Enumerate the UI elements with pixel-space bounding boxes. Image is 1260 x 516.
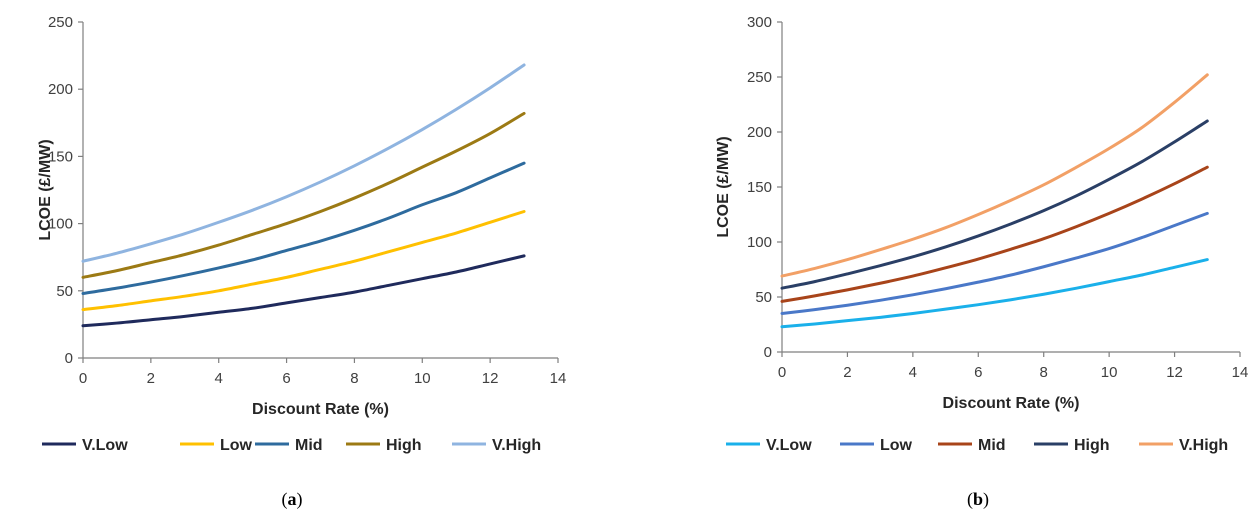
- chart-panel-b: 0 50 100 150 200 250 300 0 2 4 6 8 10 12 14 Discount Ra…: [715, 14, 1248, 510]
- y-tick-label: 200: [747, 124, 772, 141]
- legend-label-high: High: [1074, 437, 1110, 454]
- legend-label-high: High: [386, 437, 422, 454]
- series-line-low: [780, 211, 1209, 315]
- legend-label-v-low: V.Low: [766, 437, 812, 454]
- x-tick-label: 10: [414, 370, 431, 387]
- series-line-v-low: [780, 258, 1209, 329]
- legend-label-mid: Mid: [295, 437, 323, 454]
- y-tick-label: 0: [764, 344, 772, 361]
- y-tick-label: 150: [747, 179, 772, 196]
- x-tick-label: 2: [843, 364, 851, 381]
- legend-label-mid: Mid: [978, 437, 1006, 454]
- x-tick-label: 0: [778, 364, 786, 381]
- legend-label-low: Low: [880, 437, 913, 454]
- legend-label-v-high: V.High: [1179, 437, 1228, 454]
- panel-label: (b): [967, 489, 989, 510]
- y-tick-label: 200: [48, 81, 73, 98]
- y-tick-label: 0: [65, 350, 73, 367]
- y-axis-title: LCOE (£/MW): [715, 136, 732, 237]
- y-tick-label: 100: [747, 234, 772, 251]
- x-tick-label: 4: [909, 364, 917, 381]
- y-tick-label: 250: [48, 14, 73, 31]
- series-line-v-low: [81, 254, 526, 328]
- panel-label-close-paren: ): [297, 489, 303, 510]
- x-tick-label: 12: [1166, 364, 1183, 381]
- series-line-mid: [780, 165, 1209, 303]
- y-tick-label: 250: [747, 69, 772, 86]
- x-tick-label: 12: [482, 370, 499, 387]
- series-line-high: [780, 119, 1209, 290]
- x-tick-label: 6: [974, 364, 982, 381]
- y-tick-label: 50: [56, 283, 73, 300]
- panel-label-open-paren: (: [282, 489, 288, 510]
- series-line-low: [81, 210, 526, 312]
- y-axis-title: LCOE (£/MW): [37, 139, 54, 240]
- x-tick-label: 14: [550, 370, 567, 387]
- series-line-mid: [81, 161, 526, 295]
- x-tick-label: 8: [350, 370, 358, 387]
- x-tick-label: 10: [1101, 364, 1118, 381]
- panel-label-letter: a: [288, 489, 297, 509]
- y-tick-label: 100: [48, 216, 73, 233]
- y-tick-label: 50: [755, 289, 772, 306]
- series-line-v-high: [81, 63, 526, 263]
- x-axis-title: Discount Rate (%): [252, 401, 389, 418]
- legend-label-v-high: V.High: [492, 437, 541, 454]
- legend-label-low: Low: [220, 437, 253, 454]
- panel-label-close-paren: ): [983, 489, 989, 510]
- x-tick-label: 2: [147, 370, 155, 387]
- panel-label-letter: b: [973, 489, 983, 509]
- x-axis-title: Discount Rate (%): [943, 395, 1080, 412]
- y-tick-label: 150: [48, 148, 73, 165]
- x-tick-label: 6: [282, 370, 290, 387]
- x-tick-label: 8: [1040, 364, 1048, 381]
- x-tick-label: 0: [79, 370, 87, 387]
- x-tick-label: 4: [215, 370, 223, 387]
- legend-label-v-low: V.Low: [82, 437, 128, 454]
- y-tick-label: 300: [747, 14, 772, 31]
- series-line-v-high: [780, 73, 1209, 278]
- series-line-high: [81, 111, 526, 279]
- panel-label-open-paren: (: [967, 489, 973, 510]
- chart-panel-a: 0 50 100 150 200 250 0 2 4 6 8 10 12 14 Discount Rate …: [37, 14, 566, 510]
- x-tick-label: 14: [1232, 364, 1249, 381]
- panel-label: (a): [282, 489, 303, 510]
